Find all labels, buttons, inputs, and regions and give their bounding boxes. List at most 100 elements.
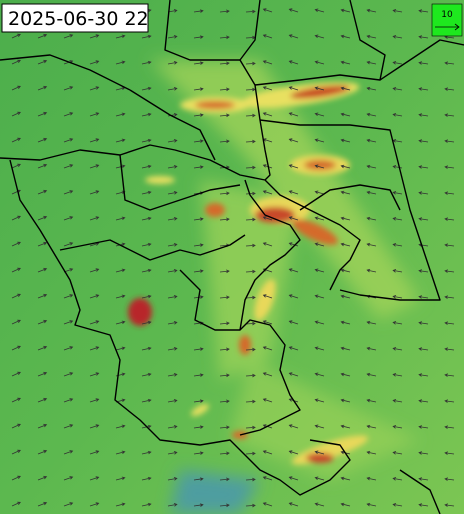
wind-arrow [245,139,256,144]
wind-arrow [115,450,126,455]
wind-arrow [37,449,48,455]
wind-arrow [37,163,48,169]
wind-arrow [314,320,325,325]
wind-arrow [314,242,325,247]
wind-arrow [288,346,299,351]
wind-arrow [115,320,126,325]
wind-arrow [366,34,377,39]
wind-arrow [115,268,126,273]
wind-arrow [141,242,152,247]
wind-arrow [89,112,100,117]
wind-band [230,360,420,480]
wind-arrow [89,268,100,273]
wind-arrow [141,138,152,143]
wind-arrow [11,423,21,429]
wind-arrow [193,269,204,273]
wind-arrow [193,139,204,143]
wind-arrow [193,217,204,221]
wind-arrow [288,424,299,429]
gust-cell [306,453,334,463]
wind-arrow [37,371,48,377]
legend-label: 10 [441,10,453,20]
wind-arrow [11,319,21,325]
wind-arrow [167,503,178,507]
wind-arrow [37,501,48,507]
wind-arrow [392,451,403,455]
wind-arrow [418,9,429,13]
wind-arrow [37,293,48,299]
wind-arrow [219,113,230,118]
wind-arrow [193,87,204,91]
wind-arrow [115,138,126,143]
wind-arrow [89,294,100,299]
wind-arrow [167,61,178,65]
wind-arrow [340,242,351,247]
wind-arrow [262,294,273,299]
wind-arrow [11,111,21,117]
wind-arrow [444,399,455,403]
wind-arrow [418,139,429,143]
wind-arrow [37,475,48,481]
wind-arrow [288,320,299,325]
wind-arrow [262,86,273,91]
wind-arrow [288,164,299,169]
wind-arrow [63,86,74,91]
wind-arrow [366,164,377,169]
gust-cell [292,219,338,245]
wind-arrow [392,295,403,299]
wind-arrow [11,241,21,247]
wind-arrow [340,190,351,195]
wind-arrow [219,87,230,92]
wind-arrow [392,61,403,65]
legend-box [431,3,463,37]
wind-arrow [314,138,325,143]
wind-arrow [444,477,455,481]
wind-arrow [340,164,351,169]
wind-arrow [167,165,178,169]
wind-arrow [141,320,152,325]
wind-arrow [37,345,48,351]
wind-arrow [262,450,273,455]
border [59,234,246,261]
wind-arrow [245,165,256,170]
wind-arrow [392,217,403,221]
wind-arrow [167,113,178,117]
wind-arrows [11,7,455,508]
wind-arrow [63,242,74,247]
wind-arrow [262,398,273,403]
wind-arrow [366,86,377,91]
wind-arrow [418,373,429,377]
wind-arrow [167,191,178,195]
gust-cell [205,203,225,217]
wind-arrow [167,35,178,39]
wind-arrow [392,113,403,117]
timestamp-box [1,3,149,33]
border [119,154,241,211]
wind-arrow [340,476,351,481]
wind-arrow [262,8,273,13]
wind-arrow [141,190,152,195]
wind-arrow [167,399,178,403]
wind-arrow [219,399,230,404]
wind-arrow [366,346,377,351]
wind-arrow [219,139,230,144]
wind-arrow [89,34,100,39]
wind-arrow [314,60,325,65]
wind-arrow [366,372,377,377]
wind-arrow [444,347,455,351]
wind-arrow [314,216,325,221]
wind-arrow [141,372,152,377]
wind-arrow [219,373,230,378]
wind-arrow [366,502,377,507]
wind-arrow [89,216,100,221]
wind-arrow [288,60,299,65]
wind-arrow [245,9,256,14]
wind-arrow [340,60,351,65]
wind-arrow [392,373,403,377]
wind-arrow [219,35,230,40]
wind-arrow [141,60,152,65]
wind-arrow [418,425,429,429]
wind-arrow [245,217,256,222]
wind-arrow [193,451,204,455]
wind-arrow [219,295,230,300]
